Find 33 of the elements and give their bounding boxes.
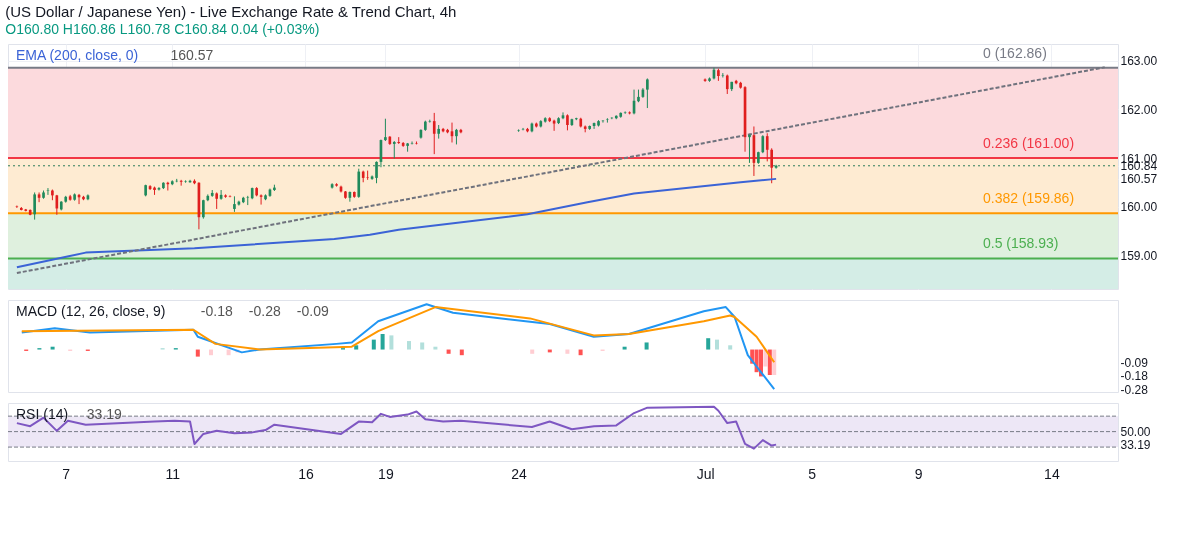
chart-title: RSI (14) — [16, 406, 69, 422]
y-tick-label: 50.00 — [1120, 425, 1151, 440]
y-tick-label: -0.28 — [1120, 382, 1149, 397]
y-tick-label: 159.00 — [1120, 248, 1158, 263]
y-tick-label: 160.00 — [1120, 200, 1158, 215]
x-tick-label: 11 — [165, 465, 181, 482]
y-tick-label: 162.00 — [1120, 103, 1158, 117]
chart-title: (US Dollar / Japanese Yen) - Live Exchange Rate & Trend Chart, 4h — [5, 3, 457, 21]
x-tick-label: 9 — [914, 465, 923, 482]
y-tick-label: 33.19 — [1120, 438, 1151, 453]
y-tick-label: 163.00 — [1120, 54, 1158, 69]
chart-subtitle: O160.80 H160.86 L160.78 C160.84 0.04 (+0.03%) — [5, 21, 320, 38]
x-tick-label: Jul — [696, 465, 715, 482]
ref-line-label: 0.382 (159.86) — [983, 190, 1075, 207]
annotation: 160.57 — [170, 47, 214, 63]
y-tick-label: 160.57 — [1120, 172, 1158, 187]
x-tick-label: 16 — [298, 465, 314, 482]
annotation: -0.28 — [248, 303, 281, 319]
y-tick-label: -0.09 — [1120, 355, 1149, 370]
annotation: 33.19 — [86, 406, 123, 422]
chart-title: MACD (12, 26, close, 9) — [16, 303, 166, 319]
x-tick-label: 7 — [62, 465, 71, 482]
ref-line-label: 0.5 (158.93) — [983, 235, 1059, 252]
annotation: -0.09 — [296, 303, 329, 319]
ref-line-label: 0.236 (161.00) — [983, 135, 1075, 152]
text: EMA (200, close, 0) — [16, 47, 139, 63]
x-tick-label: 14 — [1044, 465, 1060, 482]
x-tick-label: 19 — [378, 465, 394, 482]
ref-line-label: 0 (162.86) — [983, 44, 1047, 61]
x-tick-label: 24 — [511, 465, 528, 482]
x-tick-label: 5 — [808, 465, 817, 482]
annotation: -0.18 — [200, 303, 233, 319]
y-tick-label: -0.18 — [1120, 368, 1149, 383]
